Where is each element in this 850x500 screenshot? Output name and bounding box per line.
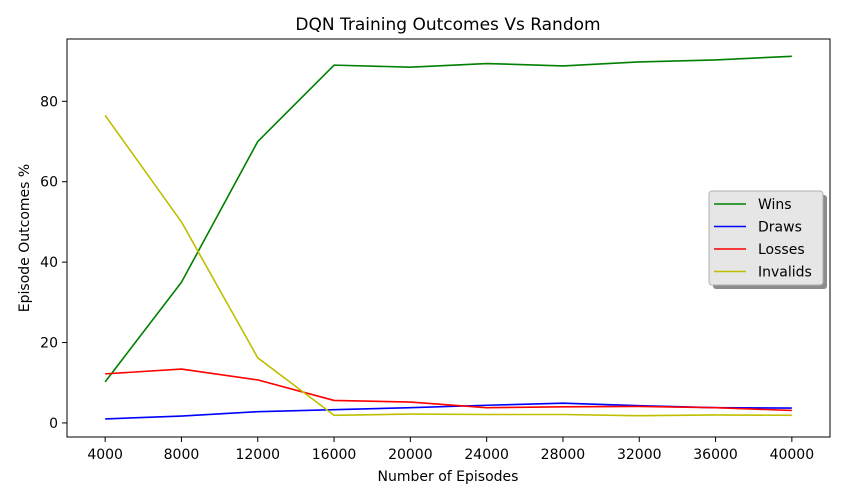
x-tick-label: 4000 <box>87 447 123 463</box>
y-axis: 0 20 40 60 80 <box>40 94 67 432</box>
x-tick-label: 8000 <box>164 447 200 463</box>
x-tick-label: 40000 <box>770 447 815 463</box>
x-tick-label: 24000 <box>464 447 509 463</box>
x-tick-label: 16000 <box>312 447 357 463</box>
y-tick-label: 0 <box>49 416 58 432</box>
x-tick-label: 20000 <box>388 447 433 463</box>
x-tick-label: 28000 <box>541 447 586 463</box>
x-axis-label: Number of Episodes <box>378 469 519 485</box>
legend: Wins Draws Losses Invalids <box>708 190 827 289</box>
legend-box <box>708 190 824 286</box>
x-tick-label: 36000 <box>693 447 738 463</box>
series-lines <box>104 55 792 420</box>
x-tick-label: 32000 <box>617 447 662 463</box>
y-tick-label: 80 <box>40 94 58 110</box>
series-line-losses <box>105 368 792 412</box>
series-line-invalids <box>104 114 792 417</box>
chart-title: DQN Training Outcomes Vs Random <box>295 15 600 35</box>
legend-label-draws: Draws <box>758 220 802 236</box>
legend-entries: Wins Draws Losses Invalids <box>714 197 812 281</box>
legend-label-invalids: Invalids <box>758 265 812 281</box>
x-tick-label: 12000 <box>235 447 280 463</box>
y-tick-label: 40 <box>40 255 58 271</box>
x-axis: 4000 8000 12000 16000 20000 24000 28000 32000 36… <box>87 437 814 463</box>
series-line-wins <box>104 55 792 383</box>
legend-label-losses: Losses <box>758 242 805 258</box>
y-tick-label: 60 <box>40 175 58 191</box>
y-axis-label: Episode Outcomes % <box>17 164 33 312</box>
y-tick-label: 20 <box>40 336 58 352</box>
legend-label-wins: Wins <box>758 197 792 213</box>
